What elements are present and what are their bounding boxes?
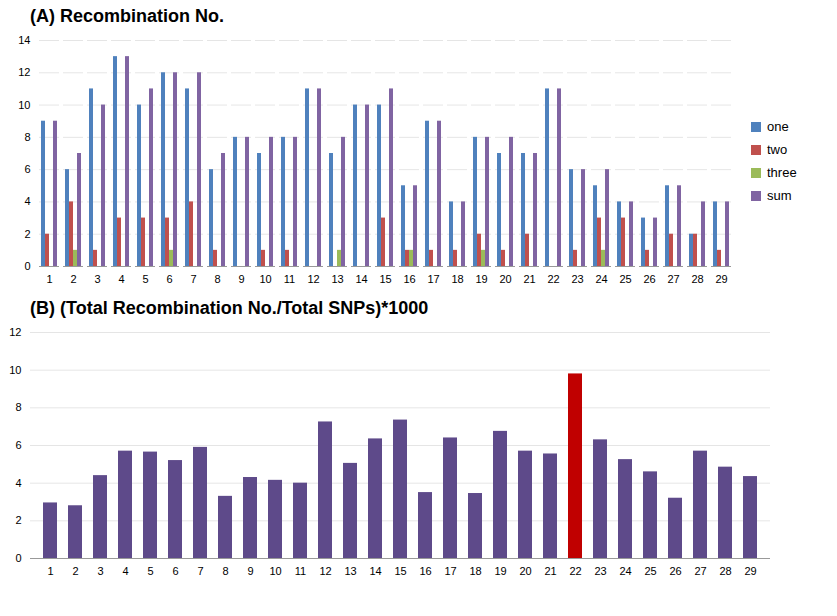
svg-text:8: 8 <box>24 131 30 143</box>
svg-text:11: 11 <box>295 565 306 577</box>
svg-text:0: 0 <box>15 552 21 564</box>
svg-text:15: 15 <box>394 565 406 577</box>
svg-text:9: 9 <box>238 273 244 285</box>
svg-text:10: 10 <box>269 565 281 577</box>
svg-text:18: 18 <box>469 565 481 577</box>
svg-text:16: 16 <box>419 565 431 577</box>
svg-text:20: 20 <box>519 565 531 577</box>
svg-text:21: 21 <box>544 565 556 577</box>
svg-text:26: 26 <box>669 565 681 577</box>
svg-text:22: 22 <box>547 273 559 285</box>
svg-text:6: 6 <box>15 439 21 451</box>
svg-text:6: 6 <box>166 273 172 285</box>
svg-text:24: 24 <box>595 273 607 285</box>
svg-text:3: 3 <box>97 565 103 577</box>
svg-text:19: 19 <box>494 565 506 577</box>
svg-text:22: 22 <box>569 565 581 577</box>
svg-text:12: 12 <box>307 273 319 285</box>
svg-text:17: 17 <box>427 273 439 285</box>
svg-text:28: 28 <box>719 565 731 577</box>
svg-text:2: 2 <box>15 514 21 526</box>
svg-text:2: 2 <box>24 228 30 240</box>
svg-text:4: 4 <box>24 195 30 207</box>
svg-text:6: 6 <box>172 565 178 577</box>
svg-text:8: 8 <box>15 401 21 413</box>
svg-text:27: 27 <box>694 565 706 577</box>
svg-text:1: 1 <box>46 273 52 285</box>
svg-text:14: 14 <box>18 34 30 46</box>
svg-text:24: 24 <box>619 565 631 577</box>
svg-text:12: 12 <box>319 565 331 577</box>
svg-text:1: 1 <box>47 565 53 577</box>
svg-text:18: 18 <box>451 273 463 285</box>
svg-text:21: 21 <box>523 273 535 285</box>
svg-text:25: 25 <box>619 273 631 285</box>
svg-text:25: 25 <box>644 565 656 577</box>
svg-text:3: 3 <box>94 273 100 285</box>
svg-text:7: 7 <box>190 273 196 285</box>
svg-text:2: 2 <box>72 565 78 577</box>
svg-text:5: 5 <box>147 565 153 577</box>
svg-text:14: 14 <box>355 273 367 285</box>
svg-text:6: 6 <box>24 163 30 175</box>
html-text:three: three <box>767 165 797 180</box>
svg-text:16: 16 <box>403 273 415 285</box>
svg-text:13: 13 <box>344 565 356 577</box>
svg-text:19: 19 <box>475 273 487 285</box>
svg-text:29: 29 <box>715 273 727 285</box>
svg-text:14: 14 <box>369 565 381 577</box>
html-text:(B) (Total Recombination No./T: (B) (Total Recombination No./Total SNPs)… <box>30 298 429 318</box>
svg-text:0: 0 <box>24 260 30 272</box>
svg-text:15: 15 <box>379 273 391 285</box>
svg-text:23: 23 <box>594 565 606 577</box>
svg-text:29: 29 <box>744 565 756 577</box>
svg-text:7: 7 <box>197 565 203 577</box>
svg-text:4: 4 <box>15 477 21 489</box>
svg-text:12: 12 <box>9 326 21 338</box>
svg-text:11: 11 <box>284 273 295 285</box>
svg-text:8: 8 <box>222 565 228 577</box>
html-text:(A) Recombination No.: (A) Recombination No. <box>30 6 224 26</box>
svg-text:17: 17 <box>444 565 456 577</box>
html-text:two: two <box>767 142 788 157</box>
svg-text:27: 27 <box>667 273 679 285</box>
svg-text:26: 26 <box>643 273 655 285</box>
svg-text:23: 23 <box>571 273 583 285</box>
svg-text:9: 9 <box>247 565 253 577</box>
svg-text:10: 10 <box>9 364 21 376</box>
svg-text:12: 12 <box>18 66 30 78</box>
svg-text:10: 10 <box>18 99 30 111</box>
svg-text:2: 2 <box>70 273 76 285</box>
svg-text:5: 5 <box>142 273 148 285</box>
html-text:sum: sum <box>767 188 792 203</box>
svg-text:28: 28 <box>691 273 703 285</box>
svg-text:10: 10 <box>259 273 271 285</box>
svg-text:20: 20 <box>499 273 511 285</box>
svg-text:4: 4 <box>118 273 124 285</box>
html-text:one: one <box>767 119 789 134</box>
svg-text:8: 8 <box>214 273 220 285</box>
svg-text:4: 4 <box>122 565 128 577</box>
svg-text:13: 13 <box>331 273 343 285</box>
